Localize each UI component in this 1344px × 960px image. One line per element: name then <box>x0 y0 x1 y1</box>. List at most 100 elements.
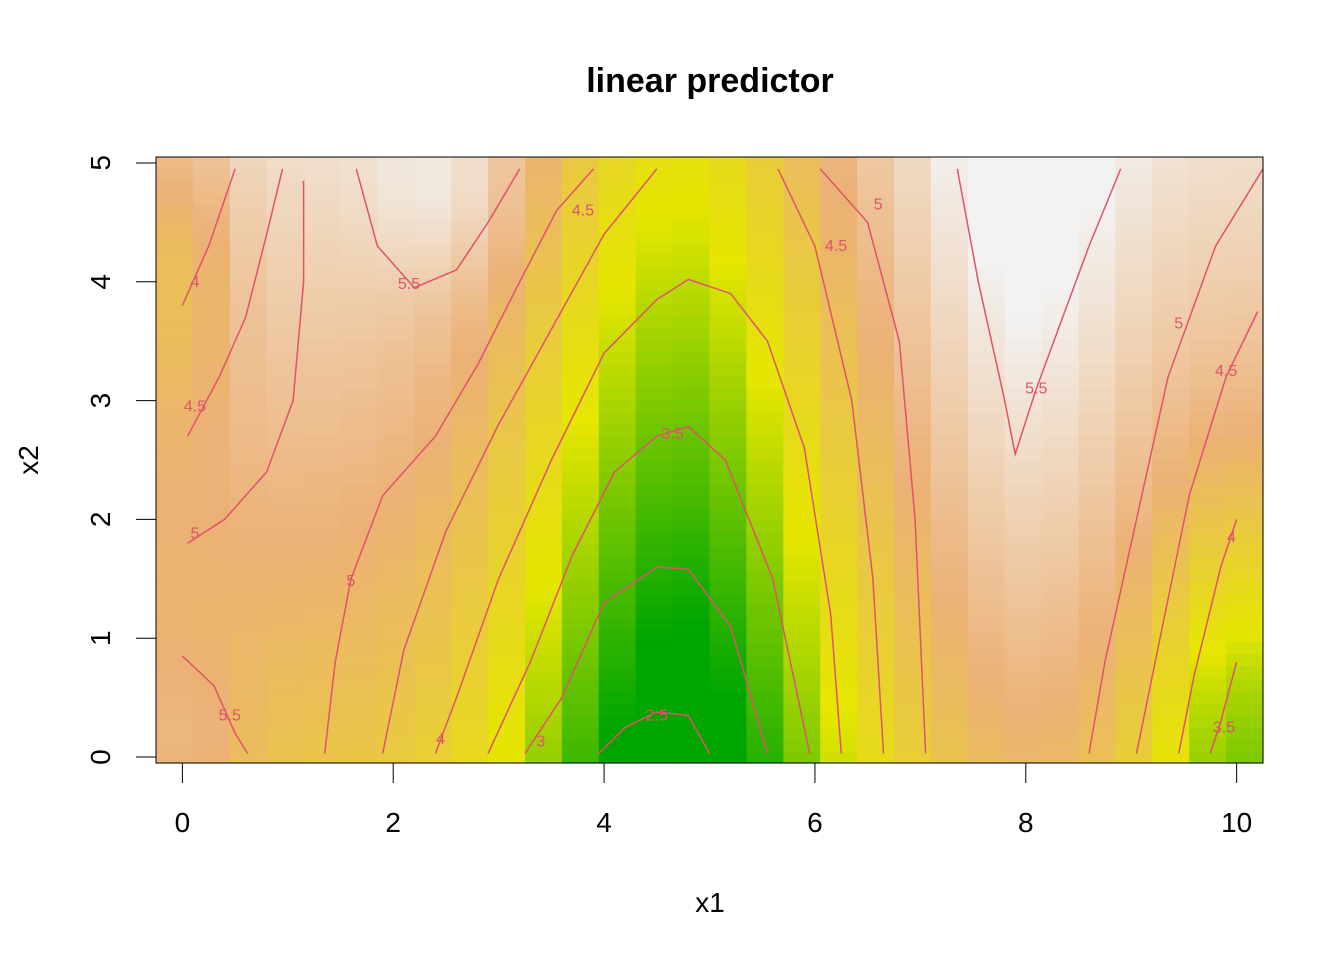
heatmap-cell <box>1152 714 1190 728</box>
heatmap-cell <box>746 460 784 473</box>
heatmap-cell <box>377 496 415 510</box>
heatmap-cell <box>894 726 932 740</box>
x-axis: 0 2 4 6 8 10 <box>175 762 1252 838</box>
x-axis-label: x1 <box>695 887 725 918</box>
heatmap-cell <box>930 326 969 340</box>
heatmap-cell <box>192 544 231 558</box>
heatmap-cell <box>746 556 784 570</box>
heatmap-cell <box>598 508 637 522</box>
heatmap-cell <box>746 593 784 607</box>
heatmap-cell <box>709 496 747 510</box>
heatmap-cell <box>156 338 194 352</box>
heatmap-cell <box>1152 217 1190 231</box>
heatmap-cell <box>1004 556 1043 570</box>
heatmap-cell <box>894 169 932 182</box>
heatmap-cell <box>1189 423 1227 437</box>
heatmap-cell <box>820 217 858 231</box>
heatmap-cell <box>229 411 268 425</box>
heatmap-cell <box>156 411 194 425</box>
heatmap-cell <box>229 399 268 413</box>
heatmap-cell <box>488 326 526 340</box>
heatmap-cell <box>820 193 858 207</box>
heatmap-cell <box>561 363 600 376</box>
heatmap-cell <box>266 520 305 534</box>
heatmap-cell <box>967 678 1006 691</box>
heatmap-cell <box>1226 375 1264 388</box>
heatmap-cell <box>1189 544 1227 558</box>
heatmap-cell <box>1004 678 1043 691</box>
heatmap-cell <box>746 169 784 182</box>
heatmap-cell <box>192 423 231 437</box>
heatmap-cell <box>783 157 821 170</box>
heatmap-cell <box>488 581 526 594</box>
heatmap-cell <box>1041 629 1080 643</box>
y-tick-label: 2 <box>85 512 116 528</box>
heatmap-cell <box>930 666 969 679</box>
contour-label: 4 <box>436 731 445 748</box>
y-tick-label: 3 <box>85 393 116 409</box>
x-tick-label: 8 <box>1018 807 1034 838</box>
heatmap-cell <box>635 169 674 182</box>
heatmap-cell <box>156 253 194 267</box>
heatmap-cell <box>156 399 194 413</box>
heatmap-cell <box>525 399 563 413</box>
heatmap-cell <box>451 423 489 437</box>
heatmap-cell <box>266 193 305 207</box>
heatmap-cell <box>525 266 563 279</box>
heatmap-cell <box>1226 738 1264 752</box>
heatmap-cell <box>303 653 342 667</box>
heatmap-cell <box>192 581 231 594</box>
heatmap-cell <box>930 435 969 449</box>
heatmap-cell <box>1004 520 1043 534</box>
heatmap-cell <box>561 314 600 328</box>
heatmap-cell <box>414 447 452 461</box>
heatmap-cell <box>156 678 194 691</box>
heatmap-cell <box>1041 690 1080 703</box>
heatmap-cell <box>229 314 268 328</box>
heatmap-cell <box>525 157 563 170</box>
heatmap-cell <box>1226 641 1264 655</box>
heatmap-cell <box>635 532 674 546</box>
heatmap-cell <box>746 229 784 243</box>
heatmap-cell <box>229 241 268 255</box>
heatmap-cell <box>192 532 231 546</box>
heatmap-cell <box>1189 253 1227 267</box>
heatmap-cell <box>488 484 526 497</box>
heatmap-cell <box>1226 169 1264 182</box>
heatmap-cell <box>857 447 895 461</box>
heatmap-cell <box>930 532 969 546</box>
heatmap-cell <box>746 496 784 510</box>
heatmap-cell <box>1115 266 1153 279</box>
heatmap-cell <box>930 363 969 376</box>
heatmap-cell <box>857 569 895 582</box>
heatmap-cell <box>303 726 342 740</box>
heatmap-cell <box>1115 484 1153 497</box>
heatmap-cell <box>340 508 378 522</box>
heatmap-cell <box>340 447 378 461</box>
heatmap-cell <box>709 702 747 716</box>
heatmap-cell <box>1152 678 1190 691</box>
heatmap-cell <box>451 750 489 764</box>
heatmap-cell <box>783 193 821 207</box>
heatmap-cell <box>1041 169 1080 182</box>
heatmap-cell <box>820 387 858 400</box>
heatmap-cell <box>1078 157 1116 170</box>
heatmap-cell <box>414 678 452 691</box>
heatmap-cell <box>967 605 1006 619</box>
heatmap-cell <box>820 690 858 703</box>
heatmap-cell <box>857 508 895 522</box>
heatmap-cell <box>1041 750 1080 764</box>
heatmap-cell <box>414 629 452 643</box>
heatmap-cell <box>635 350 674 364</box>
heatmap-cell <box>1041 338 1080 352</box>
heatmap-cell <box>525 205 563 219</box>
heatmap-cell <box>414 532 452 546</box>
heatmap-cell <box>488 290 526 304</box>
heatmap-cell <box>229 181 268 194</box>
heatmap-cell <box>451 157 489 170</box>
heatmap-cell <box>635 447 674 461</box>
heatmap-cell <box>561 714 600 728</box>
heatmap-cell <box>451 193 489 207</box>
heatmap-cell <box>488 605 526 619</box>
heatmap-cell <box>635 375 674 388</box>
